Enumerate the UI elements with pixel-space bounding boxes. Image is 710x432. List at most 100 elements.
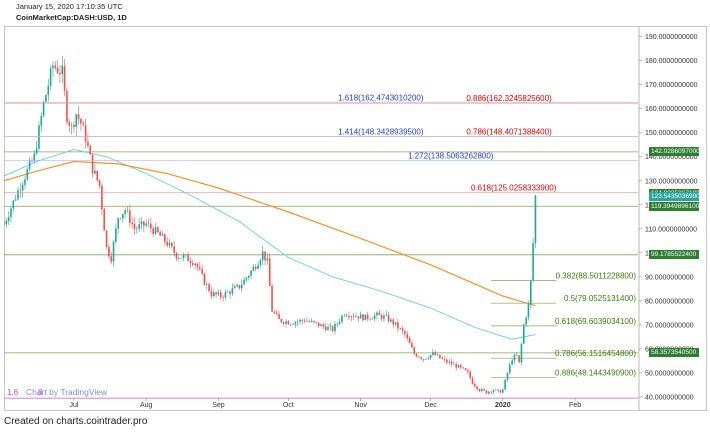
candle-body xyxy=(35,148,38,154)
candle-body xyxy=(348,316,350,318)
candle-body xyxy=(243,279,245,285)
candle xyxy=(19,183,22,198)
candle xyxy=(474,381,476,389)
candle xyxy=(238,284,241,291)
candle xyxy=(499,389,502,393)
candle-body xyxy=(497,389,499,391)
candle-body xyxy=(236,284,238,287)
candle xyxy=(126,206,129,214)
candle-body xyxy=(469,371,471,378)
candle-body xyxy=(518,355,520,363)
candle-body xyxy=(110,256,113,262)
candle xyxy=(296,319,299,327)
candle-body xyxy=(425,358,427,360)
candle-body xyxy=(140,221,143,225)
candle-body xyxy=(105,230,108,247)
candle xyxy=(294,320,297,328)
y-tick-label: 90.0000000000 xyxy=(645,274,694,281)
candle-body xyxy=(299,319,301,322)
candle xyxy=(308,319,311,323)
candle-body xyxy=(89,145,92,155)
candle-body xyxy=(495,389,497,391)
candle xyxy=(383,312,385,323)
candle xyxy=(515,352,518,356)
candle-body xyxy=(336,323,339,325)
y-tick-label: 70.0000000000 xyxy=(645,322,694,329)
candle-body xyxy=(529,280,532,305)
candle-body xyxy=(201,269,203,274)
candle xyxy=(61,55,64,84)
candle-body xyxy=(455,363,458,368)
candle-body xyxy=(10,208,12,218)
candle xyxy=(506,371,509,382)
candle-body xyxy=(422,358,425,360)
symbol-title: CoinMarketCap:DASH:USD, 1D xyxy=(16,13,127,22)
candle-body xyxy=(515,355,518,356)
x-tick-label: Sep xyxy=(212,402,225,409)
price-chart[interactable]: 1.618(162.4743010200) 0.886(162.324582560… xyxy=(4,26,707,411)
candle xyxy=(313,320,315,324)
candle-body xyxy=(245,277,248,280)
candle xyxy=(45,94,47,103)
candle-body xyxy=(488,391,490,394)
candle xyxy=(175,251,178,262)
candle-body xyxy=(385,314,388,316)
candle xyxy=(355,312,357,318)
candle xyxy=(26,166,29,181)
fib-label: 0.5(79.0525131400) xyxy=(564,294,636,303)
candle xyxy=(322,322,325,329)
candle xyxy=(378,309,381,315)
candle-body xyxy=(441,358,444,359)
candle-body xyxy=(450,361,453,365)
candle xyxy=(289,323,292,327)
candle-body xyxy=(476,386,478,390)
price-tag: 119.3949896100 xyxy=(649,201,699,211)
candle xyxy=(257,261,259,270)
candle-body xyxy=(397,322,399,329)
candle xyxy=(299,318,301,325)
candle xyxy=(369,317,371,322)
candle-body xyxy=(19,190,22,192)
candle-body xyxy=(282,322,285,324)
candle-body xyxy=(534,195,537,244)
price-tag: 58.3573540500 xyxy=(649,348,699,358)
candle xyxy=(63,58,66,97)
candle xyxy=(336,321,339,328)
candle xyxy=(108,244,110,259)
candle xyxy=(429,354,432,361)
candle-body xyxy=(303,320,306,322)
candle xyxy=(408,335,411,344)
candle-body xyxy=(446,359,448,363)
candle xyxy=(205,280,208,290)
candle-body xyxy=(108,246,110,257)
candle-body xyxy=(292,324,294,326)
candle-body xyxy=(322,324,325,327)
candle xyxy=(219,289,222,300)
candle-body xyxy=(33,153,36,161)
candle xyxy=(208,282,210,293)
candle xyxy=(392,318,395,329)
candle-body xyxy=(453,363,455,365)
candle-body xyxy=(217,292,220,295)
candle xyxy=(534,194,537,249)
candle xyxy=(110,251,113,265)
candle-body xyxy=(499,390,502,393)
candle-body xyxy=(366,314,369,319)
candle-body xyxy=(250,270,252,276)
candle-body xyxy=(94,170,96,174)
candle xyxy=(385,310,388,317)
moving-average-blue xyxy=(4,148,536,340)
candle xyxy=(68,118,71,132)
candle xyxy=(331,324,334,333)
candle xyxy=(166,237,168,248)
fib-label: 1.414(148.3428939500) xyxy=(338,128,424,137)
candle xyxy=(471,375,474,385)
candle xyxy=(362,313,364,322)
candle xyxy=(488,391,490,395)
candle xyxy=(518,355,520,364)
candle xyxy=(103,207,106,231)
candle-body xyxy=(338,321,341,324)
candle xyxy=(157,226,159,234)
candle-body xyxy=(56,67,59,73)
candle xyxy=(317,322,320,329)
